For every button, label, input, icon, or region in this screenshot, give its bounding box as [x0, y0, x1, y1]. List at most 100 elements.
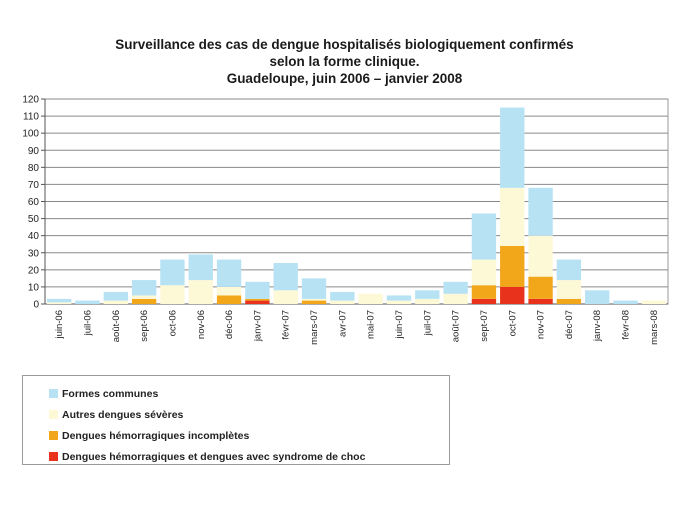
x-tick-label: août-07 [451, 310, 462, 342]
bar-segment [330, 300, 355, 304]
x-tick-label: janv-07 [252, 310, 263, 342]
bar-segment [160, 285, 185, 304]
bar-segment [75, 300, 100, 304]
legend-swatch [49, 410, 58, 419]
y-tick-label: 50 [28, 214, 40, 225]
chart-title-line-2: selon la forme clinique. [269, 54, 420, 69]
bar-segment [103, 292, 128, 301]
y-tick-label: 110 [23, 112, 39, 123]
bar-segment [556, 259, 582, 281]
x-tick-label: juil-07 [422, 310, 433, 336]
bar-segment [443, 293, 468, 304]
bar-segment [471, 298, 497, 304]
x-tick-label: juin-06 [54, 310, 65, 340]
bar-segment [301, 300, 327, 304]
bar-segment [471, 285, 497, 299]
y-tick-label: 10 [28, 282, 40, 293]
legend-item-formes-communes: Formes communes [49, 383, 449, 404]
y-tick-label: 20 [28, 265, 40, 276]
legend-swatch [49, 389, 58, 398]
chart-legend: Formes communes Autres dengues sévères D… [22, 375, 450, 465]
bar-segment [46, 298, 72, 303]
legend-label: Autres dengues sévères [62, 408, 184, 421]
y-tick-label: 100 [22, 129, 39, 140]
x-tick-label: déc-06 [224, 310, 235, 339]
bar-segment [386, 300, 412, 304]
x-tick-label: sept-07 [479, 310, 490, 342]
bar-segment [556, 280, 582, 299]
bar-segment [245, 298, 270, 301]
legend-item-dengues-hemorragiques-incompletes: Dengues hémorragiques incomplètes [49, 425, 449, 446]
y-tick-label: 0 [33, 300, 39, 311]
x-tick-label: juin-07 [394, 310, 405, 340]
bar-segment [216, 295, 242, 304]
bar-segment [415, 290, 440, 299]
bar-segment [585, 290, 610, 304]
legend-swatch [49, 431, 58, 440]
x-tick-label: oct-06 [167, 310, 178, 336]
bar-segment [160, 259, 185, 286]
bar-segment [386, 295, 412, 301]
y-tick-label: 60 [28, 197, 40, 208]
legend-label: Formes communes [62, 387, 159, 400]
x-tick-label: févr-08 [621, 310, 632, 340]
bar-segment [500, 187, 525, 246]
bar-segment [273, 263, 298, 291]
bar-segment [528, 235, 553, 277]
bar-segment [641, 300, 667, 304]
x-tick-label: févr-07 [281, 310, 292, 340]
bar-segment [301, 298, 327, 301]
bar-segment [216, 259, 242, 287]
bar-segment [245, 281, 270, 299]
bar-segment [415, 298, 440, 304]
bar-segment [188, 280, 213, 304]
legend-label: Dengues hémorragiques incomplètes [62, 429, 250, 442]
y-tick-label: 70 [28, 180, 40, 191]
bar-segment [500, 286, 525, 304]
y-tick-label: 30 [28, 248, 40, 259]
bar-segment [556, 298, 582, 304]
x-tick-label: mars-08 [649, 310, 660, 345]
chart-title: Surveillance des cas de dengue hospitali… [0, 36, 689, 87]
y-tick-label: 40 [28, 231, 40, 242]
chart-title-line-3: Guadeloupe, juin 2006 – janvier 2008 [226, 71, 463, 86]
bar-segment [216, 286, 242, 296]
legend-label: Dengues hémorragiques et dengues avec sy… [62, 450, 366, 463]
x-tick-label: mars-07 [309, 310, 320, 345]
bar-segment [131, 298, 157, 304]
bar-segment [103, 300, 128, 304]
chart-title-line-1: Surveillance des cas de dengue hospitali… [115, 37, 574, 52]
bar-segment [330, 292, 355, 301]
x-tick-label: juil-06 [82, 310, 93, 336]
bar-segment [131, 295, 157, 299]
x-tick-label: déc-07 [564, 310, 575, 339]
bar-segment [471, 213, 497, 260]
x-tick-label: août-06 [111, 310, 122, 342]
x-tick-label: avr-07 [337, 310, 348, 337]
x-tick-label: sept-06 [139, 310, 150, 342]
legend-item-autres-dengues-severes: Autres dengues sévères [49, 404, 449, 425]
bar-segment [273, 290, 298, 304]
bar-segment [358, 293, 383, 304]
bar-segment [245, 300, 270, 304]
bar-segment [131, 280, 157, 296]
bar-segment [613, 300, 638, 304]
bar-segment [188, 254, 213, 281]
bar-segment [500, 245, 525, 287]
bar-segment [528, 298, 553, 304]
legend-item-dengues-hemorragiques-syndrome-de-choc: Dengues hémorragiques et dengues avec sy… [49, 446, 449, 467]
bar-segment [301, 278, 327, 299]
x-tick-label: janv-08 [592, 310, 603, 342]
x-tick-label: nov-07 [536, 310, 547, 339]
bar-segment [528, 187, 553, 236]
y-tick-label: 80 [28, 163, 40, 174]
bar-segment [528, 276, 553, 299]
bar-segment [500, 107, 525, 188]
bar-segment [46, 302, 72, 304]
bar-segment [471, 259, 497, 286]
x-tick-label: mai-07 [366, 310, 377, 339]
legend-swatch [49, 452, 58, 461]
bar-segment [443, 281, 468, 294]
x-tick-label: nov-06 [196, 310, 207, 339]
